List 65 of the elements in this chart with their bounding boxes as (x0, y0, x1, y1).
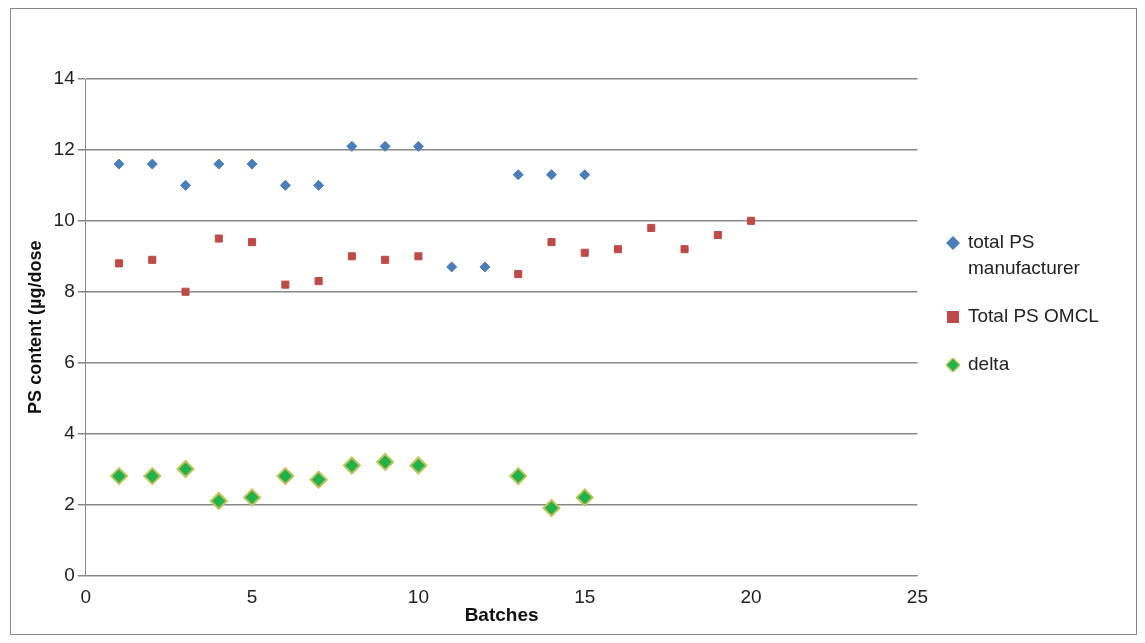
point (342, 456, 361, 475)
point (346, 140, 358, 152)
x-tick-label: 15 (574, 586, 596, 608)
point (381, 255, 390, 264)
point (279, 179, 291, 191)
y-tick-label: 8 (64, 279, 75, 301)
point (143, 467, 162, 486)
point (379, 140, 391, 152)
y-tick-label: 2 (64, 492, 75, 514)
point (713, 230, 722, 240)
point (180, 179, 192, 191)
point (542, 499, 561, 518)
x-tick-label: 20 (740, 586, 762, 608)
point (446, 261, 458, 273)
point (647, 223, 656, 232)
y-tick-label: 14 (53, 67, 76, 89)
point (213, 158, 225, 170)
point (613, 245, 623, 254)
point (281, 280, 290, 289)
y-tick-label: 6 (64, 350, 75, 372)
point (545, 169, 557, 181)
x-tick-label: 10 (407, 586, 429, 608)
point (313, 179, 325, 191)
point (575, 488, 594, 507)
legend-label: Total PS OMCL (968, 304, 1099, 328)
point (347, 252, 356, 261)
point (243, 488, 262, 507)
point (248, 238, 257, 247)
point (747, 216, 756, 225)
point (412, 140, 424, 152)
point (376, 452, 395, 471)
x-tick-label: 0 (80, 586, 92, 608)
point (214, 234, 223, 243)
point (309, 470, 328, 489)
point (276, 467, 295, 486)
point (176, 460, 195, 479)
point (148, 255, 157, 264)
point (479, 261, 491, 273)
point (580, 248, 589, 257)
point (514, 269, 523, 279)
point (246, 158, 258, 170)
x-axis-title: Batches (464, 603, 539, 625)
legend-label: total PS manufacturer (968, 230, 1081, 280)
point (209, 491, 228, 510)
point (409, 456, 428, 475)
y-tick-label: 4 (64, 421, 76, 443)
point (114, 259, 124, 268)
x-tick-label: 25 (906, 586, 928, 608)
point (146, 158, 158, 170)
x-tick-label: 5 (246, 586, 258, 608)
y-tick-label: 12 (53, 138, 75, 160)
point (113, 158, 125, 170)
point (314, 277, 323, 286)
legend-label: delta (968, 352, 1010, 376)
point (110, 467, 128, 486)
point (680, 245, 689, 254)
point (512, 169, 524, 181)
point (579, 169, 591, 181)
point (509, 467, 528, 486)
y-tick-label: 0 (64, 563, 75, 585)
y-axis-title: PS content (µg/dose (24, 240, 45, 414)
point (547, 238, 556, 247)
point (181, 287, 190, 296)
y-tick-label: 10 (53, 209, 75, 231)
point (414, 252, 423, 261)
